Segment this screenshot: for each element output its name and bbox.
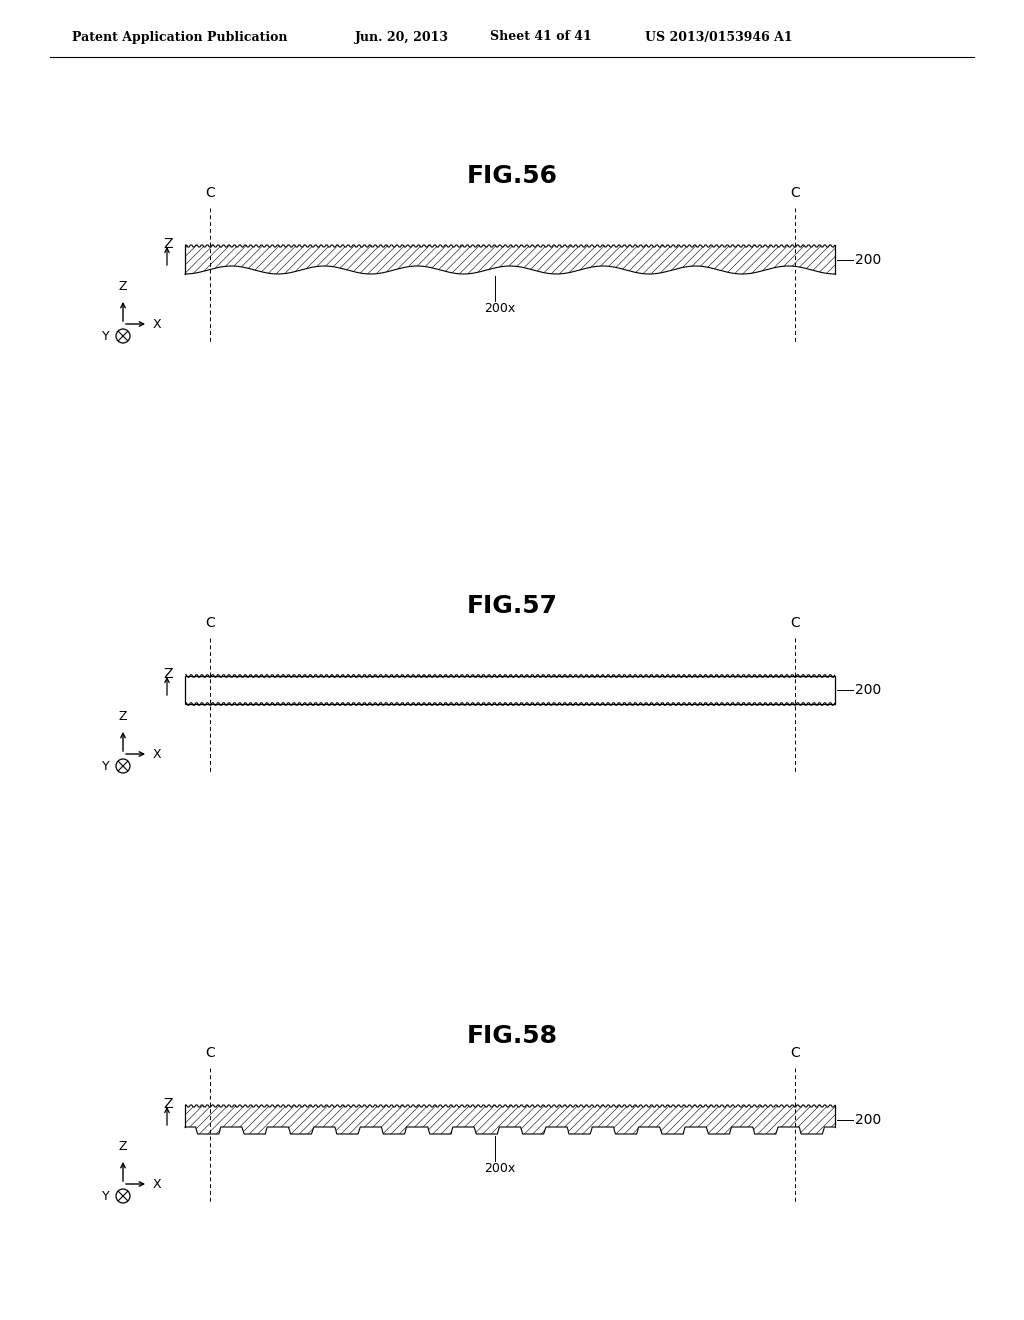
Text: C: C	[205, 616, 215, 630]
Text: Patent Application Publication: Patent Application Publication	[72, 30, 288, 44]
Text: C: C	[205, 186, 215, 201]
Text: 200x: 200x	[484, 302, 516, 315]
Text: 200: 200	[855, 682, 882, 697]
Text: Z: Z	[164, 1097, 173, 1111]
Text: Z: Z	[164, 238, 173, 251]
Text: Y: Y	[102, 759, 110, 772]
Polygon shape	[185, 1105, 835, 1134]
Text: Z: Z	[119, 710, 127, 723]
Text: C: C	[791, 616, 800, 630]
Text: Z: Z	[164, 667, 173, 681]
Text: X: X	[153, 747, 162, 760]
Text: 200: 200	[855, 1113, 882, 1127]
Bar	[185, 676, 835, 704]
Text: X: X	[153, 318, 162, 330]
Text: FIG.56: FIG.56	[467, 164, 557, 187]
Text: FIG.57: FIG.57	[467, 594, 557, 618]
Text: Sheet 41 of 41: Sheet 41 of 41	[490, 30, 592, 44]
Text: Z: Z	[119, 1140, 127, 1152]
Text: X: X	[153, 1177, 162, 1191]
Text: 200x: 200x	[484, 1163, 516, 1176]
Text: C: C	[791, 1045, 800, 1060]
Text: C: C	[205, 1045, 215, 1060]
Text: Y: Y	[102, 1189, 110, 1203]
Text: US 2013/0153946 A1: US 2013/0153946 A1	[645, 30, 793, 44]
Polygon shape	[185, 246, 835, 275]
Text: C: C	[791, 186, 800, 201]
Bar	[185, 676, 835, 704]
Text: Jun. 20, 2013: Jun. 20, 2013	[355, 30, 449, 44]
Text: Z: Z	[119, 280, 127, 293]
Text: Y: Y	[102, 330, 110, 342]
Text: FIG.58: FIG.58	[467, 1024, 557, 1048]
Text: 200: 200	[855, 253, 882, 267]
